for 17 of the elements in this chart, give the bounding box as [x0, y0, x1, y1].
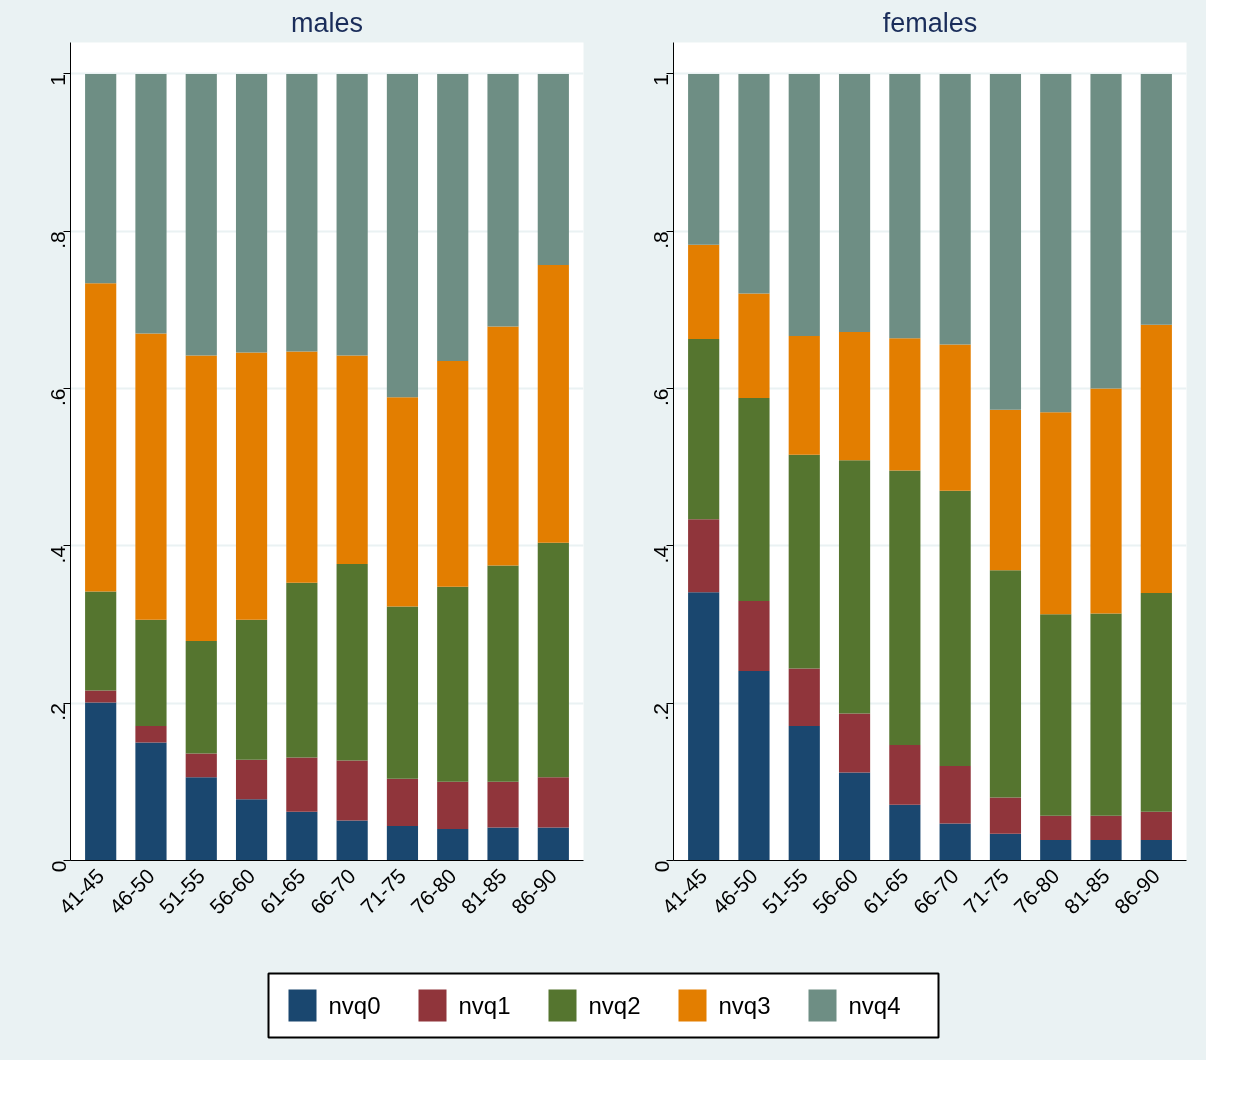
chart-title: males: [290, 7, 364, 38]
legend-label: nvq1: [458, 992, 511, 1019]
y-tick-label: .6: [649, 388, 673, 407]
y-tick-label: .2: [46, 703, 70, 721]
y-tick-label: .8: [649, 231, 673, 249]
legend-label: nvq4: [848, 992, 901, 1019]
y-tick-label: .4: [46, 545, 70, 564]
y-tick-label: .6: [46, 388, 70, 407]
y-tick-label: .2: [649, 703, 673, 721]
legend-label: nvq0: [328, 992, 381, 1019]
y-tick-label: .4: [649, 545, 673, 564]
y-tick-label: 1: [649, 73, 673, 86]
y-tick-label: .8: [46, 231, 70, 249]
y-tick-label: 1: [46, 73, 70, 86]
chart-title: females: [882, 7, 978, 38]
legend-label: nvq2: [588, 992, 641, 1019]
legend-label: nvq3: [718, 992, 771, 1019]
